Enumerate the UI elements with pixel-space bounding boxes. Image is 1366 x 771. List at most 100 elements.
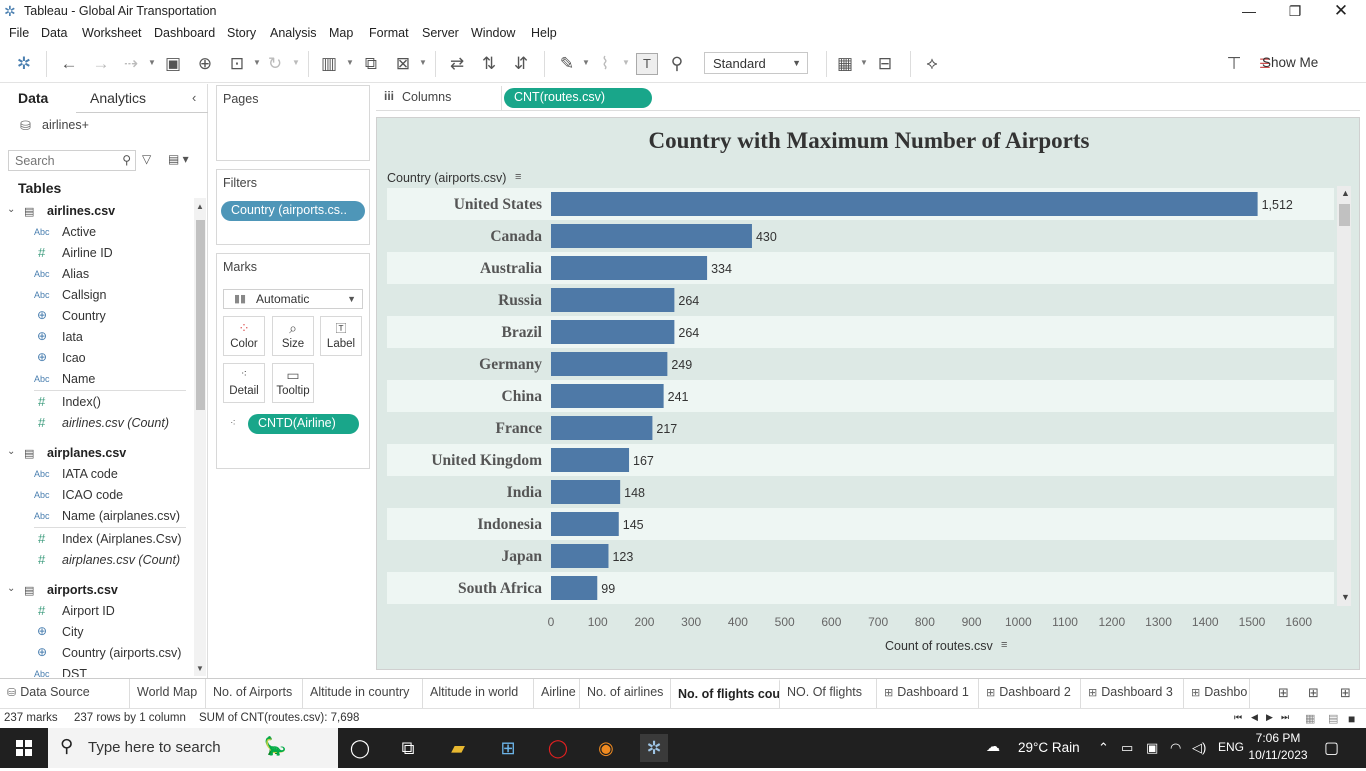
new-story-icon[interactable]: ⊞ (1340, 685, 1351, 700)
chevron-down-icon[interactable]: ▼ (582, 58, 590, 67)
sort-descending-icon[interactable]: ⇵ (513, 54, 529, 73)
prev-sheet-icon[interactable]: ◀ (1251, 712, 1258, 722)
share-icon[interactable]: ⟡ (926, 54, 938, 73)
field-iata-code[interactable]: Abc IATA code (34, 467, 118, 481)
menu-window[interactable]: Window (471, 26, 516, 40)
bar[interactable] (551, 256, 708, 280)
minimize-button[interactable]: — (1242, 3, 1256, 19)
weather-icon[interactable]: ☁ (986, 738, 1000, 754)
color-button[interactable]: ⁘ Color (223, 316, 265, 356)
chevron-down-icon[interactable]: ▼ (419, 58, 427, 67)
label-button[interactable]: 🅃 Label (320, 316, 362, 356)
sheet-tab[interactable]: ⊞ Dashboard 1 (877, 679, 979, 708)
sheet-tab[interactable]: Airline (534, 679, 580, 708)
table-airlines[interactable]: ⌄ ▤ airlines.csv (7, 204, 116, 218)
field-index-airplanes[interactable]: # Index (Airplanes.Csv) (38, 531, 182, 546)
menu-story[interactable]: Story (227, 26, 257, 40)
menu-help[interactable]: Help (531, 26, 557, 40)
sheet-tab[interactable]: Altitude in world (423, 679, 534, 708)
menu-dashboard[interactable]: Dashboard (154, 26, 216, 40)
task-view-icon[interactable]: ⧉ (401, 738, 415, 758)
sheet-tab[interactable]: World Map (130, 679, 206, 708)
filter-icon[interactable]: ▽ (142, 152, 152, 166)
field-callsign[interactable]: Abc Callsign (34, 288, 107, 302)
new-dashboard-icon[interactable]: ⊞ (1308, 685, 1319, 700)
chevron-down-icon[interactable]: ▼ (148, 58, 156, 67)
pages-shelf[interactable]: Pages (216, 85, 370, 161)
filmstrip-icon[interactable]: ▤ (1328, 713, 1339, 725)
scroll-down-icon[interactable]: ▼ (196, 664, 204, 673)
highlight-icon[interactable]: ✎ (559, 54, 575, 73)
replay-icon[interactable]: ⇢ (123, 54, 139, 73)
sheet-tab[interactable]: No. of flights country (671, 679, 780, 708)
show-cards-icon[interactable]: ▦ (836, 54, 854, 73)
new-worksheet-icon[interactable]: ⊞ (1278, 685, 1289, 700)
sheet-tab[interactable]: ⊞ Dashboard 3 (1081, 679, 1184, 708)
first-sheet-icon[interactable]: ⏮ (1234, 712, 1243, 722)
detail-button[interactable]: ⁖ Detail (223, 363, 265, 403)
scroll-down-icon[interactable]: ▼ (1341, 592, 1350, 602)
notifications-icon[interactable]: ▢ (1324, 740, 1340, 757)
tabs-view-icon[interactable]: ■ (1348, 712, 1356, 726)
table-airplanes[interactable]: ⌄ ▤ airplanes.csv (7, 446, 127, 460)
opera-icon[interactable]: ◯ (547, 738, 569, 758)
scroll-up-icon[interactable]: ▲ (196, 202, 204, 211)
sheet-tab[interactable]: ⛁ Data Source (0, 679, 130, 708)
tableau-taskbar-icon[interactable]: ✲ (640, 734, 668, 762)
chevron-down-icon[interactable]: ▼ (622, 58, 630, 67)
attach-icon[interactable]: ⌇ (600, 54, 610, 73)
chevron-down-icon[interactable]: ⌄ (7, 204, 16, 215)
scroll-up-icon[interactable]: ▲ (1341, 188, 1350, 198)
wifi-icon[interactable]: ◠ (1170, 740, 1182, 755)
chevron-up-icon[interactable]: ⌃ (1098, 740, 1109, 755)
power-icon[interactable]: ▣ (1146, 740, 1159, 755)
sheet-tab[interactable]: ⊞ Dashboard 2 (979, 679, 1081, 708)
clock-date[interactable]: 10/11/2023 (1248, 748, 1308, 762)
size-button[interactable]: ⌕ Size (272, 316, 314, 356)
sheet-tab[interactable]: ⊞ Dashbo (1184, 679, 1250, 708)
search-input[interactable] (9, 151, 109, 170)
weather-text[interactable]: 29°C Rain (1018, 740, 1080, 755)
presentation-mode-icon[interactable]: ⊟ (877, 54, 893, 73)
fit-select[interactable]: Standard ▼ (704, 52, 808, 74)
detail-pill-cntd-airline[interactable]: CNTD(Airline) (248, 414, 359, 434)
sort-icon[interactable]: ≡ (515, 171, 522, 183)
cortana-icon[interactable]: ◯ (349, 738, 371, 758)
bar[interactable] (551, 480, 621, 504)
menu-file[interactable]: File (9, 26, 30, 40)
bar[interactable] (551, 544, 609, 568)
field-dst[interactable]: Abc DST (34, 667, 87, 677)
menu-data[interactable]: Data (41, 26, 68, 40)
field-name[interactable]: Abc Name (34, 372, 96, 386)
tab-data[interactable]: Data (18, 90, 49, 106)
filter-pill-country[interactable]: Country (airports.cs.. (221, 201, 365, 221)
bar[interactable] (551, 224, 752, 248)
swap-icon[interactable]: ⇄ (449, 54, 465, 73)
bar[interactable] (551, 576, 598, 600)
show-me-icon[interactable]: ☰ (1259, 56, 1271, 71)
data-pane-scroll-thumb[interactable] (196, 220, 205, 410)
file-explorer-icon[interactable]: ▰ (451, 738, 465, 758)
bar[interactable] (551, 320, 675, 344)
chevron-down-icon[interactable]: ⌄ (7, 446, 16, 457)
save-icon[interactable]: ▣ (164, 54, 182, 73)
viz-scroll-thumb[interactable] (1339, 204, 1350, 226)
bar[interactable] (551, 512, 619, 536)
duplicate-sheet-icon[interactable]: ⧉ (364, 54, 378, 73)
y-axis-field-label[interactable]: Country (airports.csv) (387, 171, 507, 185)
sheet-tab[interactable]: No. of Airports (206, 679, 303, 708)
show-me-button[interactable]: Show Me (1262, 55, 1319, 70)
pause-updates-icon[interactable]: ⊡ (229, 54, 245, 73)
new-datasource-icon[interactable]: ⊕ (197, 54, 213, 73)
bar[interactable] (551, 192, 1258, 216)
show-labels-icon[interactable]: T (636, 53, 658, 75)
bar[interactable] (551, 448, 630, 472)
chevron-down-icon[interactable]: ⌄ (7, 583, 16, 594)
menu-analysis[interactable]: Analysis (270, 26, 317, 40)
sort-icon[interactable]: ≡ (1001, 639, 1008, 651)
bar[interactable] (551, 352, 668, 376)
field-airplanes-count[interactable]: # airplanes.csv (Count) (38, 552, 181, 567)
field-airport-id[interactable]: # Airport ID (38, 603, 115, 618)
menu-worksheet[interactable]: Worksheet (82, 26, 142, 40)
field-alias[interactable]: Abc Alias (34, 267, 90, 281)
